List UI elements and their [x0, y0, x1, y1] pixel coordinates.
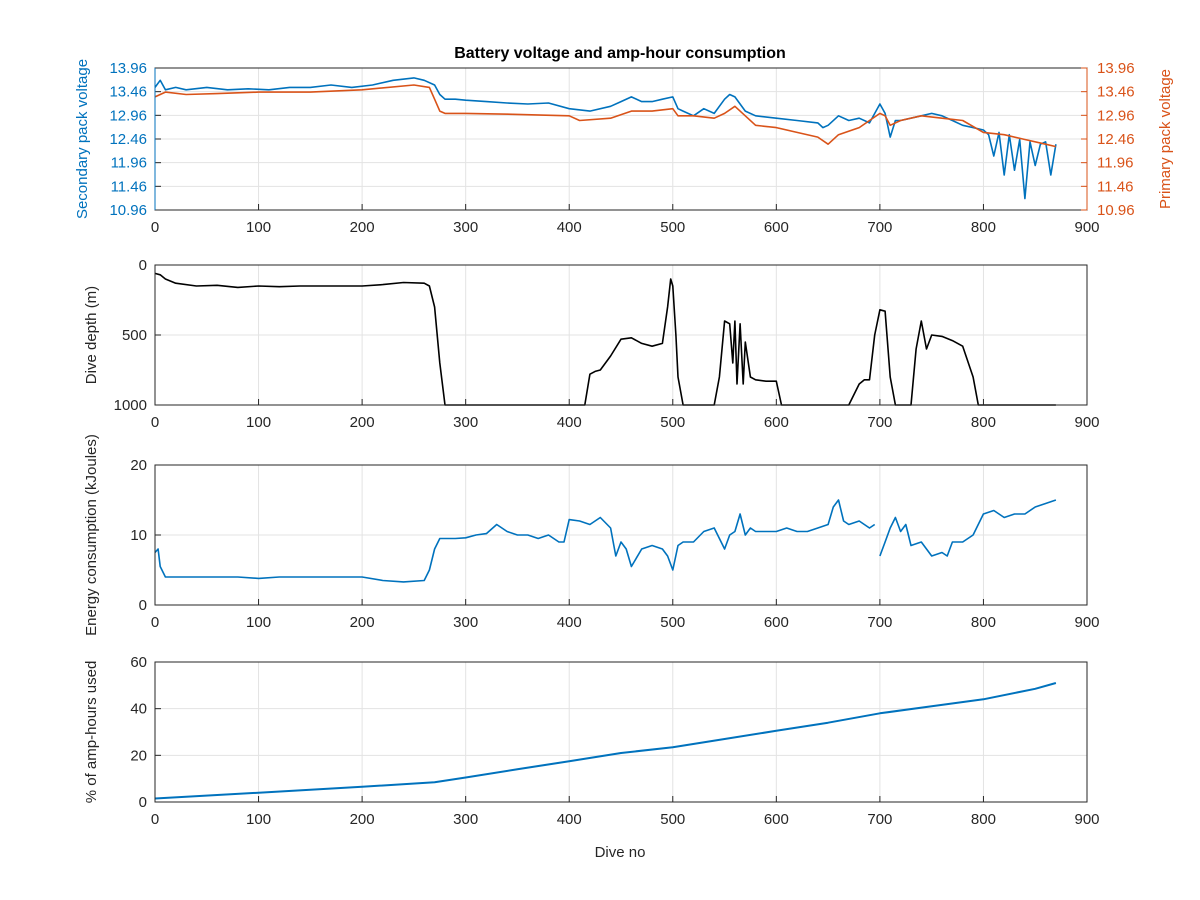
amphours-axes-frame: [154, 661, 1088, 803]
voltage-xtick-label-8: 800: [971, 219, 996, 236]
amphours-panel: 0 100 200 300 400 500 600 700 800 900 0 20 40 60 % of …: [83, 654, 1100, 828]
energy-xtick-label-0: 0: [151, 614, 159, 631]
voltage-xtick-label-5: 500: [660, 219, 685, 236]
energy-panel: 0 100 200 300 400 500 600 700 800 900 0 10 20 Energy …: [83, 434, 1100, 636]
energy-xtick-label-5: 500: [660, 614, 685, 631]
voltage-ytick-right-label-1: 11.46: [1097, 178, 1133, 195]
energy-ylabel: Energy consumption (kJoules): [83, 434, 100, 636]
energy-xtick-label-6: 600: [764, 614, 789, 631]
amphours-xtick-label-5: 500: [660, 811, 685, 828]
depth-ytick-label-0: 0: [139, 257, 147, 274]
amphours-xtick-label-9: 900: [1074, 811, 1099, 828]
voltage-xtick-label-2: 200: [350, 219, 375, 236]
amphours-series-0: [154, 682, 1057, 800]
voltage-ytick-right-label-2: 11.96: [1097, 155, 1133, 172]
energy-ytick-label-0: 0: [139, 597, 147, 614]
depth-xtick-label-7: 700: [867, 414, 892, 431]
amphours-ytick-label-0: 0: [139, 794, 147, 811]
energy-xtick-label-1: 100: [246, 614, 271, 631]
voltage-xtick-label-9: 900: [1074, 219, 1099, 236]
energy-series-0-seg-1: [879, 499, 1057, 557]
depth-xtick-label-5: 500: [660, 414, 685, 431]
voltage-ytick-right-label-0: 10.96: [1097, 202, 1135, 219]
depth-xtick-label-8: 800: [971, 414, 996, 431]
energy-xtick-label-2: 200: [350, 614, 375, 631]
amphours-xtick-label-4: 400: [557, 811, 582, 828]
energy-ytick-label-1: 10: [130, 527, 147, 544]
energy-ytick-label-2: 20: [130, 457, 147, 474]
energy-xtick-label-3: 300: [453, 614, 478, 631]
depth-xtick-label-0: 0: [151, 414, 159, 431]
voltage-ytick-right-label-3: 12.46: [1097, 131, 1135, 148]
amphours-xtick-label-8: 800: [971, 811, 996, 828]
voltage-xtick-label-7: 700: [867, 219, 892, 236]
voltage-ylabel: Secondary pack voltage: [74, 59, 91, 219]
voltage-ylabel-right: Primary pack voltage: [1157, 69, 1174, 209]
voltage-ytick-label-0: 10.96: [109, 202, 147, 219]
voltage-ytick-right-label-5: 13.46: [1097, 84, 1135, 101]
energy-xtick-label-7: 700: [867, 614, 892, 631]
amphours-xtick-label-6: 600: [764, 811, 789, 828]
figure-title: Battery voltage and amp-hour consumption: [454, 45, 786, 62]
voltage-series-1: [154, 84, 1057, 148]
voltage-xtick-label-1: 100: [246, 219, 271, 236]
voltage-ytick-label-4: 12.96: [109, 107, 147, 124]
voltage-ytick-label-5: 13.46: [109, 84, 147, 101]
amphours-xtick-label-1: 100: [246, 811, 271, 828]
depth-panel: 0 100 200 300 400 500 600 700 800 900 0 500 1000 Dive…: [83, 257, 1100, 431]
voltage-ytick-right-label-6: 13.96: [1097, 60, 1135, 77]
energy-xtick-label-4: 400: [557, 614, 582, 631]
amphours-xtick-label-2: 200: [350, 811, 375, 828]
amphours-xtick-label-7: 700: [867, 811, 892, 828]
amphours-ylabel: % of amp-hours used: [83, 661, 100, 804]
energy-xtick-label-8: 800: [971, 614, 996, 631]
depth-ytick-label-1: 500: [122, 327, 147, 344]
depth-xtick-label-4: 400: [557, 414, 582, 431]
figure-xlabel: Dive no: [595, 844, 646, 861]
amphours-ytick-label-1: 20: [130, 747, 147, 764]
amphours-plot-area: [155, 662, 1087, 802]
voltage-ytick-label-2: 11.96: [111, 155, 147, 172]
energy-xtick-label-9: 900: [1074, 614, 1099, 631]
subplots: 0 100 200 300 400 500 600 700 800 90010.9611.4611…: [74, 59, 1174, 828]
voltage-ytick-label-1: 11.46: [111, 178, 147, 195]
depth-xtick-label-2: 200: [350, 414, 375, 431]
depth-xtick-label-9: 900: [1074, 414, 1099, 431]
voltage-ytick-right-label-4: 12.96: [1097, 107, 1135, 124]
amphours-xtick-label-0: 0: [151, 811, 159, 828]
energy-series-0-seg-0: [154, 499, 876, 583]
voltage-ytick-label-6: 13.96: [109, 60, 147, 77]
voltage-xtick-label-4: 400: [557, 219, 582, 236]
depth-xtick-label-1: 100: [246, 414, 271, 431]
amphours-xtick-label-3: 300: [453, 811, 478, 828]
depth-xtick-label-6: 600: [764, 414, 789, 431]
voltage-panel: 0 100 200 300 400 500 600 700 800 90010.9611.4611…: [74, 59, 1174, 236]
voltage-xtick-label-6: 600: [764, 219, 789, 236]
voltage-xtick-label-3: 300: [453, 219, 478, 236]
depth-xtick-label-3: 300: [453, 414, 478, 431]
amphours-ytick-label-3: 60: [130, 654, 147, 671]
depth-ytick-label-2: 1000: [114, 397, 147, 414]
voltage-xtick-label-0: 0: [151, 219, 159, 236]
depth-ylabel: Dive depth (m): [83, 286, 100, 384]
voltage-ytick-label-3: 12.46: [109, 131, 147, 148]
amphours-ytick-label-2: 40: [130, 701, 147, 718]
